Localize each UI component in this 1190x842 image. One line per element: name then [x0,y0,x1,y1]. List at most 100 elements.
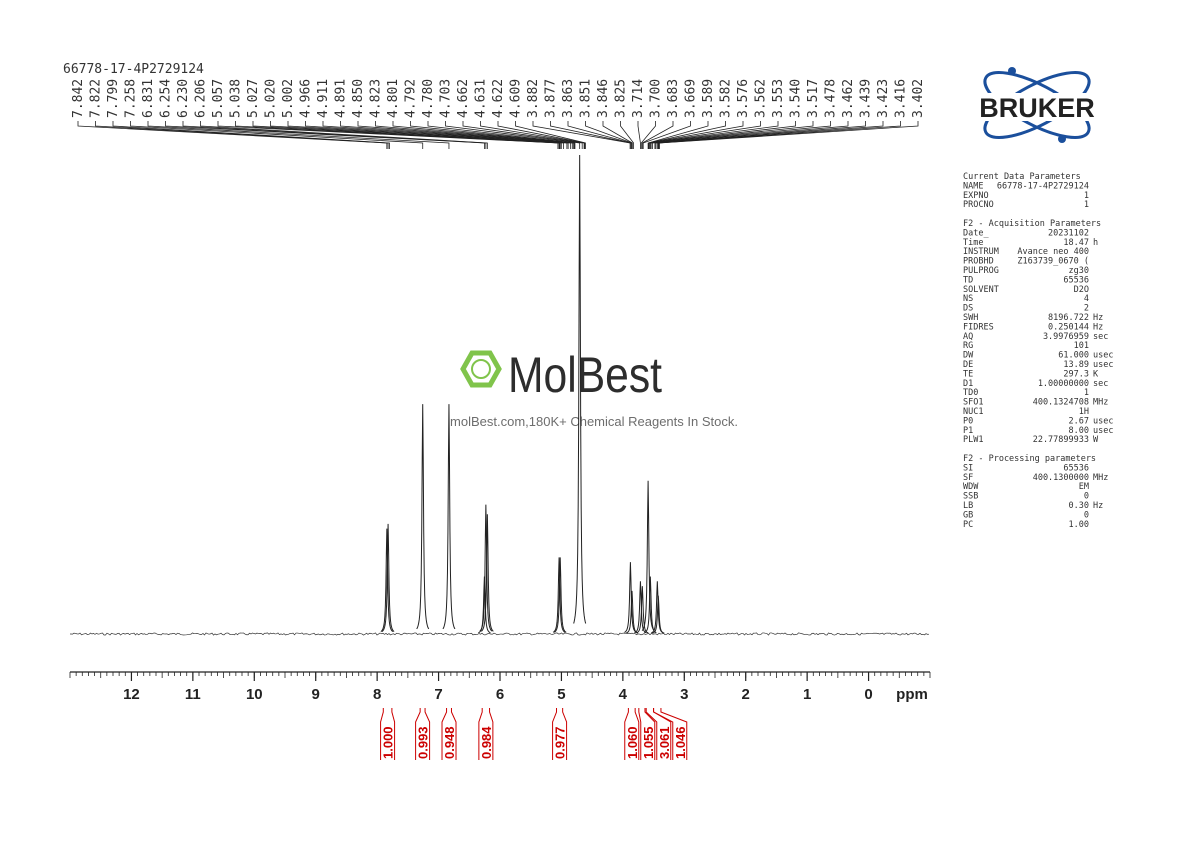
peak-leader [130,121,424,149]
param-unit: Hz [1093,501,1103,511]
peak-label: 3.439 [859,79,874,118]
peak-leader [252,121,561,149]
peak-label: 3.851 [579,79,594,118]
peak-label: 3.714 [631,79,646,118]
param-section-title: F2 - Processing parameters [963,454,1096,464]
integral-label: 1.046 [673,726,688,759]
param-key: Time [963,238,983,248]
peak-label: 4.966 [299,79,314,118]
peak-leader [357,121,572,149]
param-key: NAME [963,181,983,191]
peak-leader [235,121,560,149]
peak-label: 3.582 [719,79,734,118]
peak-leader [656,121,866,149]
x-axis-label: ppm [896,686,928,703]
peak-label: 5.002 [281,79,296,118]
param-key: PULPROG [963,266,999,276]
peak-label: 4.622 [491,79,506,118]
peak-label: 3.517 [806,79,821,118]
param-key: TD0 [963,388,978,398]
peak [573,154,587,624]
peak-leader [637,121,641,149]
peak-label: 5.020 [264,79,279,118]
param-key: INSTRUM [963,247,999,257]
integral-bracket [552,708,568,760]
peak [552,557,566,633]
peak-leader [641,121,674,149]
peak-label: 3.825 [614,79,629,118]
logo-band [958,93,1116,121]
peak-label: 4.801 [386,79,401,118]
param-key: EXPNO [963,191,989,201]
param-key: DS [963,304,973,314]
param-value: Z163739_0670 ( [1017,257,1089,267]
peak-label: 6.230 [176,79,191,118]
param-unit: MHz [1093,473,1108,483]
param-value: 66778-17-4P2729124 [997,181,1089,191]
param-value: 61.000 [1058,351,1089,361]
param-key: Date_ [963,228,989,238]
peak [479,504,493,632]
integral-label: 1.000 [381,726,396,759]
peak [481,514,494,632]
peak-leader [567,121,632,149]
param-value: 65536 [1063,275,1089,285]
peak-label: 6.831 [141,79,156,118]
param-value: 18.47 [1063,238,1089,248]
peak-leader [654,121,831,149]
param-key: WDW [963,482,979,492]
x-tick-label: 10 [246,686,263,703]
peak-label: 3.863 [561,79,576,118]
param-unit: usec [1093,351,1113,361]
peak-leader [410,121,575,149]
param-unit: W [1093,435,1099,445]
peak-label: 7.842 [71,79,86,118]
peak-label: 4.703 [439,79,454,118]
peak-leader [217,121,559,149]
watermark-icon [471,359,491,379]
peak-label: 4.609 [509,79,524,118]
peak-leader [515,121,586,149]
peak-label: 3.683 [666,79,681,118]
param-value: 0 [1084,492,1089,502]
param-value: 20231102 [1048,228,1089,238]
bruker-logo: BRUKER [958,67,1116,143]
watermark-tagline: molBest.com,180K+ Chemical Reagents In S… [450,414,738,429]
x-tick-label: 5 [557,686,565,703]
integral-bracket [441,708,457,760]
param-value: 101 [1074,341,1089,351]
sample-title: 66778-17-4P2729124 [63,62,204,77]
peak-label: 7.799 [106,79,121,118]
peak-label: 4.631 [474,79,489,118]
param-value: 4 [1084,294,1089,304]
peak [442,404,456,630]
baseline [69,632,930,636]
param-key: NUC1 [963,407,983,417]
param-unit: usec [1093,416,1113,426]
peak-label: 6.206 [194,79,209,118]
param-value: 65536 [1063,463,1089,473]
peak-leader [642,121,691,149]
peak-label: 3.589 [701,79,716,118]
peak-leader [640,121,656,149]
peak [652,595,665,634]
peak-label: 3.562 [754,79,769,118]
peak [644,576,657,634]
peak-label: 4.662 [456,79,471,118]
peak-label: 3.877 [544,79,559,118]
param-value: 1.00000000 [1038,379,1089,389]
peak-label: 7.822 [89,79,104,118]
param-value: 8196.722 [1048,313,1089,323]
param-section-title: Current Data Parameters [963,172,1081,182]
param-unit: Hz [1093,322,1103,332]
peak-label: 5.038 [229,79,244,118]
peak-label: 3.700 [649,79,664,118]
peak-leader [147,121,450,149]
param-value: 400.1324708 [1033,398,1089,408]
param-value: Avance neo 400 [1017,247,1089,257]
param-key: TE [963,369,973,379]
peak-label: 3.669 [684,79,699,118]
param-unit: usec [1093,426,1113,436]
peak-leader [182,121,487,149]
